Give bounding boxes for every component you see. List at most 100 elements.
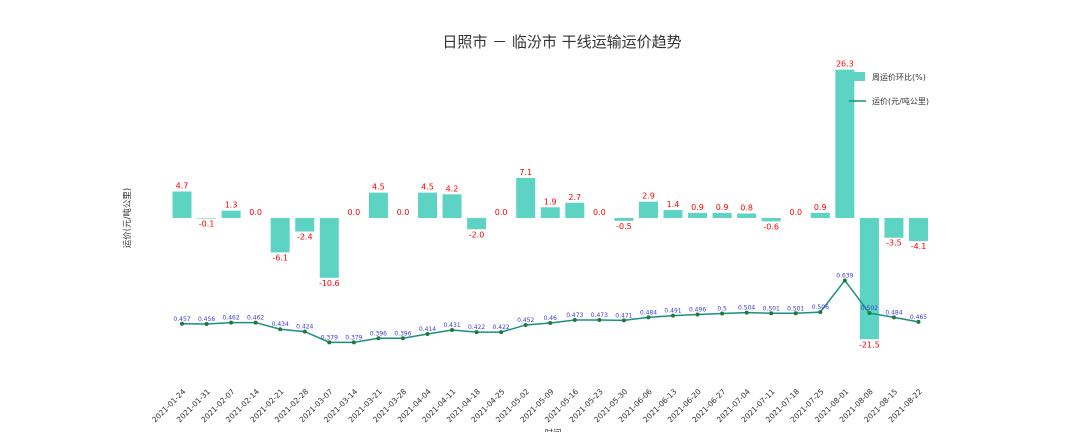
bar [884, 218, 904, 238]
bar-label: 1.3 [225, 201, 238, 210]
price-point-label: 0.457 [173, 316, 190, 323]
price-point [744, 310, 749, 315]
bar [712, 212, 732, 218]
price-point-label: 0.424 [296, 324, 313, 331]
bar-label: 0.0 [249, 208, 262, 217]
bar [295, 218, 315, 232]
price-point-label: 0.484 [640, 309, 657, 316]
bar [172, 191, 192, 218]
price-point [793, 311, 798, 316]
bar-label: -0.5 [616, 222, 632, 231]
price-point-label: 0.504 [738, 305, 755, 312]
bar-label: -3.5 [886, 239, 902, 248]
price-point-label: 0.396 [394, 330, 411, 337]
price-line [181, 279, 919, 344]
bar-label: 26.3 [836, 60, 854, 69]
bar-label: 0.9 [691, 203, 704, 212]
price-point-label: 0.379 [345, 334, 362, 341]
bar [540, 207, 560, 218]
bar-label: 2.9 [642, 192, 655, 201]
bar [859, 218, 879, 340]
bar [835, 69, 855, 218]
price-point [229, 320, 234, 325]
price-point [769, 311, 774, 316]
bar-label: 0.0 [789, 208, 802, 217]
bar-label: 1.9 [544, 197, 557, 206]
price-point-label: 0.473 [566, 312, 583, 319]
price-point [278, 327, 283, 332]
bar [418, 192, 437, 218]
bar-label: -0.6 [763, 222, 779, 231]
price-point [302, 329, 307, 334]
price-point-label: 0.414 [419, 326, 436, 333]
price-point [818, 310, 823, 315]
price-point [842, 278, 847, 283]
price-point-label: 0.471 [615, 312, 632, 319]
bar [442, 194, 462, 218]
price-point [671, 313, 675, 318]
price-point [572, 317, 577, 322]
price-point [180, 321, 184, 326]
price-point-label: 0.473 [591, 312, 608, 319]
bar-label: -4.1 [911, 242, 927, 251]
price-point-label: 0.434 [272, 321, 289, 328]
bar [221, 210, 241, 218]
x-axis-ticks: 2021-01-242021-01-312021-02-072021-02-14… [150, 387, 924, 424]
bar [368, 192, 388, 218]
price-point-label: 0.46 [544, 315, 558, 322]
price-point-label: 0.452 [517, 317, 534, 324]
price-point-label: 0.462 [247, 315, 264, 322]
bar-label: 0.0 [397, 208, 410, 217]
bar-label: 0.0 [495, 208, 508, 217]
price-point [695, 312, 700, 317]
bar-label: 0.0 [347, 208, 360, 217]
price-point-label: 0.501 [787, 305, 804, 312]
price-point-label: 0.484 [885, 309, 902, 316]
bar [614, 218, 634, 221]
bar-label: 1.4 [667, 200, 680, 209]
legend-bar-label: 周运价环比(%) [872, 72, 926, 82]
bar [197, 218, 217, 219]
price-point [253, 320, 258, 325]
price-point-label: 0.465 [910, 314, 927, 321]
bar [909, 218, 928, 242]
price-point [376, 336, 381, 341]
bar [737, 213, 757, 218]
bar [467, 218, 487, 230]
bar-label: -0.1 [199, 220, 215, 229]
price-point [720, 311, 725, 316]
price-point [916, 319, 921, 324]
price-point [425, 331, 430, 336]
bar [319, 218, 339, 278]
bar-series: 4.7 -0.1 1.3 0.0 -6.1 -2.4 -10.6 0.0 4.5 0.0 4.5 4.… [172, 60, 928, 349]
bar [810, 212, 830, 218]
bar [270, 218, 290, 253]
price-point [646, 315, 651, 320]
legend-line-label: 运价(元/吨公里) [872, 96, 929, 106]
price-point [351, 340, 356, 345]
price-point-label: 0.422 [493, 324, 510, 331]
price-point-label: 0.502 [861, 305, 878, 312]
bar-label: 4.7 [176, 181, 189, 190]
price-point [867, 311, 872, 316]
bar-label: 2.7 [568, 193, 581, 202]
bar [516, 177, 536, 218]
price-point-label: 0.506 [812, 304, 829, 311]
legend: 周运价环比(%) 运价(元/吨公里) [849, 72, 929, 106]
bar-label: 4.5 [372, 183, 385, 192]
bar-label: -2.4 [297, 233, 313, 242]
bar-label: -6.1 [272, 253, 288, 262]
bar [761, 218, 781, 222]
price-point-label: 0.5 [717, 306, 727, 313]
y-axis-label: 运价(元/吨公里) [122, 188, 133, 249]
line-series: 0.457 0.456 0.462 0.462 0.434 0.424 0.379 0.379… [173, 272, 927, 345]
bar-label: 0.9 [814, 203, 827, 212]
bar-label: -10.6 [319, 279, 340, 288]
price-point [891, 315, 896, 320]
bar-label: 4.2 [446, 184, 459, 193]
chart-title: 日照市 － 临汾市 干线运输运价趋势 [442, 33, 681, 51]
price-point-label: 0.501 [763, 305, 780, 312]
price-point [548, 321, 553, 326]
price-point [523, 322, 528, 327]
